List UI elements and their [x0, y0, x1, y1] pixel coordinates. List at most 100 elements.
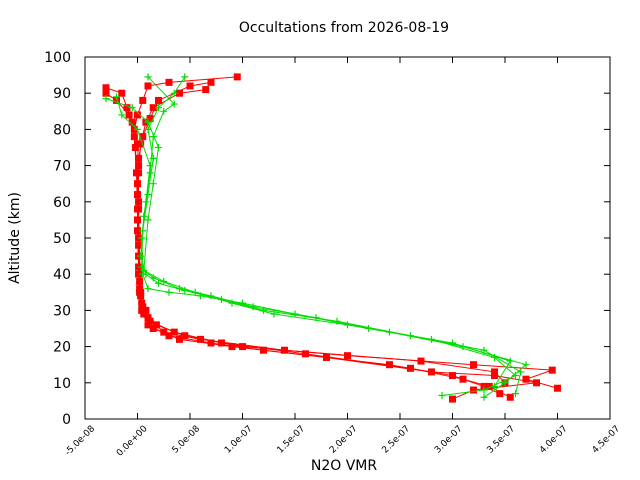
data-point [144, 118, 152, 126]
data-point [146, 115, 154, 123]
data-point [491, 382, 498, 390]
series-square [102, 73, 561, 403]
x-tick-label: 4.0e-07 [538, 424, 570, 456]
y-tick-label: 50 [53, 231, 71, 247]
data-point [281, 346, 288, 354]
data-point [302, 350, 309, 358]
data-point [165, 332, 173, 340]
data-point [144, 125, 152, 133]
data-point [155, 279, 162, 287]
data-point [144, 82, 152, 90]
data-point [512, 390, 519, 398]
data-point [365, 325, 372, 332]
data-point [449, 372, 456, 380]
x-tick-label: 3.0e-07 [433, 424, 465, 456]
series-line [138, 89, 558, 389]
data-point [136, 285, 144, 293]
series-line [141, 76, 528, 398]
data-point [130, 133, 138, 141]
data-point [146, 169, 154, 177]
y-tick-label: 100 [44, 50, 71, 66]
data-point [228, 343, 236, 351]
data-point [138, 306, 146, 314]
x-tick-label: 4.5e-07 [591, 424, 623, 456]
data-point [170, 100, 178, 108]
data-point [149, 133, 157, 141]
data-point [144, 314, 152, 322]
data-point [517, 368, 525, 376]
data-point [125, 111, 133, 119]
y-tick-label: 20 [53, 340, 71, 356]
data-point [181, 332, 189, 340]
data-point [407, 364, 414, 372]
data-point [207, 78, 215, 86]
data-point [522, 361, 530, 369]
data-point [501, 379, 509, 387]
data-point [239, 299, 246, 307]
data-point [102, 95, 110, 103]
data-point [139, 96, 147, 104]
data-point [480, 382, 488, 390]
data-point [144, 73, 152, 81]
y-axis: 0 10 20 30 40 50 60 70 80 90 100 [44, 50, 610, 428]
data-point [134, 111, 141, 119]
chart-title: Occultations from 2026-08-19 [239, 20, 449, 36]
data-point [136, 277, 144, 285]
data-point [449, 339, 456, 347]
data-point [386, 361, 393, 369]
data-point [533, 379, 540, 387]
data-point [160, 328, 168, 336]
data-point [506, 393, 514, 401]
data-point [202, 86, 210, 94]
data-point [548, 366, 556, 374]
y-tick-label: 90 [53, 86, 71, 102]
x-tick-label: 2.0e-07 [328, 424, 360, 456]
x-tick-label: 1.0e-07 [223, 424, 255, 456]
data-point [291, 310, 299, 318]
data-point [118, 89, 126, 97]
x-tick-label: -5.0e-08 [63, 424, 97, 458]
series-line [137, 81, 537, 400]
data-point [197, 292, 204, 300]
data-point [491, 372, 498, 380]
data-point [155, 144, 162, 151]
data-point [132, 169, 140, 177]
data-point [128, 104, 136, 112]
y-tick-label: 0 [62, 412, 71, 428]
data-point [155, 104, 162, 112]
data-point [480, 386, 488, 394]
data-point [506, 357, 514, 365]
x-axis-label: N2O VMR [311, 458, 378, 474]
data-point [197, 335, 204, 343]
data-point [260, 306, 267, 314]
data-point [149, 104, 157, 112]
data-point [135, 241, 143, 249]
plot-series [102, 73, 561, 403]
data-point [149, 180, 157, 188]
data-point [144, 285, 152, 293]
data-point [144, 321, 152, 329]
data-point [554, 384, 561, 392]
y-tick-label: 30 [53, 303, 71, 319]
series-line [133, 76, 500, 395]
data-point [438, 391, 446, 399]
data-point [134, 205, 141, 213]
x-tick-label: 5.0e-08 [171, 424, 203, 456]
data-point [239, 343, 246, 351]
data-point [165, 288, 173, 296]
data-point [123, 104, 131, 112]
data-point [207, 339, 215, 347]
data-point [181, 286, 189, 294]
data-point [491, 368, 498, 376]
series-line [105, 98, 517, 396]
data-point [323, 353, 330, 361]
data-point [160, 107, 168, 115]
data-point [142, 306, 150, 314]
data-point [176, 335, 183, 343]
x-tick-label: 2.5e-07 [381, 424, 413, 456]
data-point [142, 198, 150, 206]
data-point [138, 234, 146, 242]
data-point [138, 299, 146, 307]
data-point [459, 375, 467, 383]
